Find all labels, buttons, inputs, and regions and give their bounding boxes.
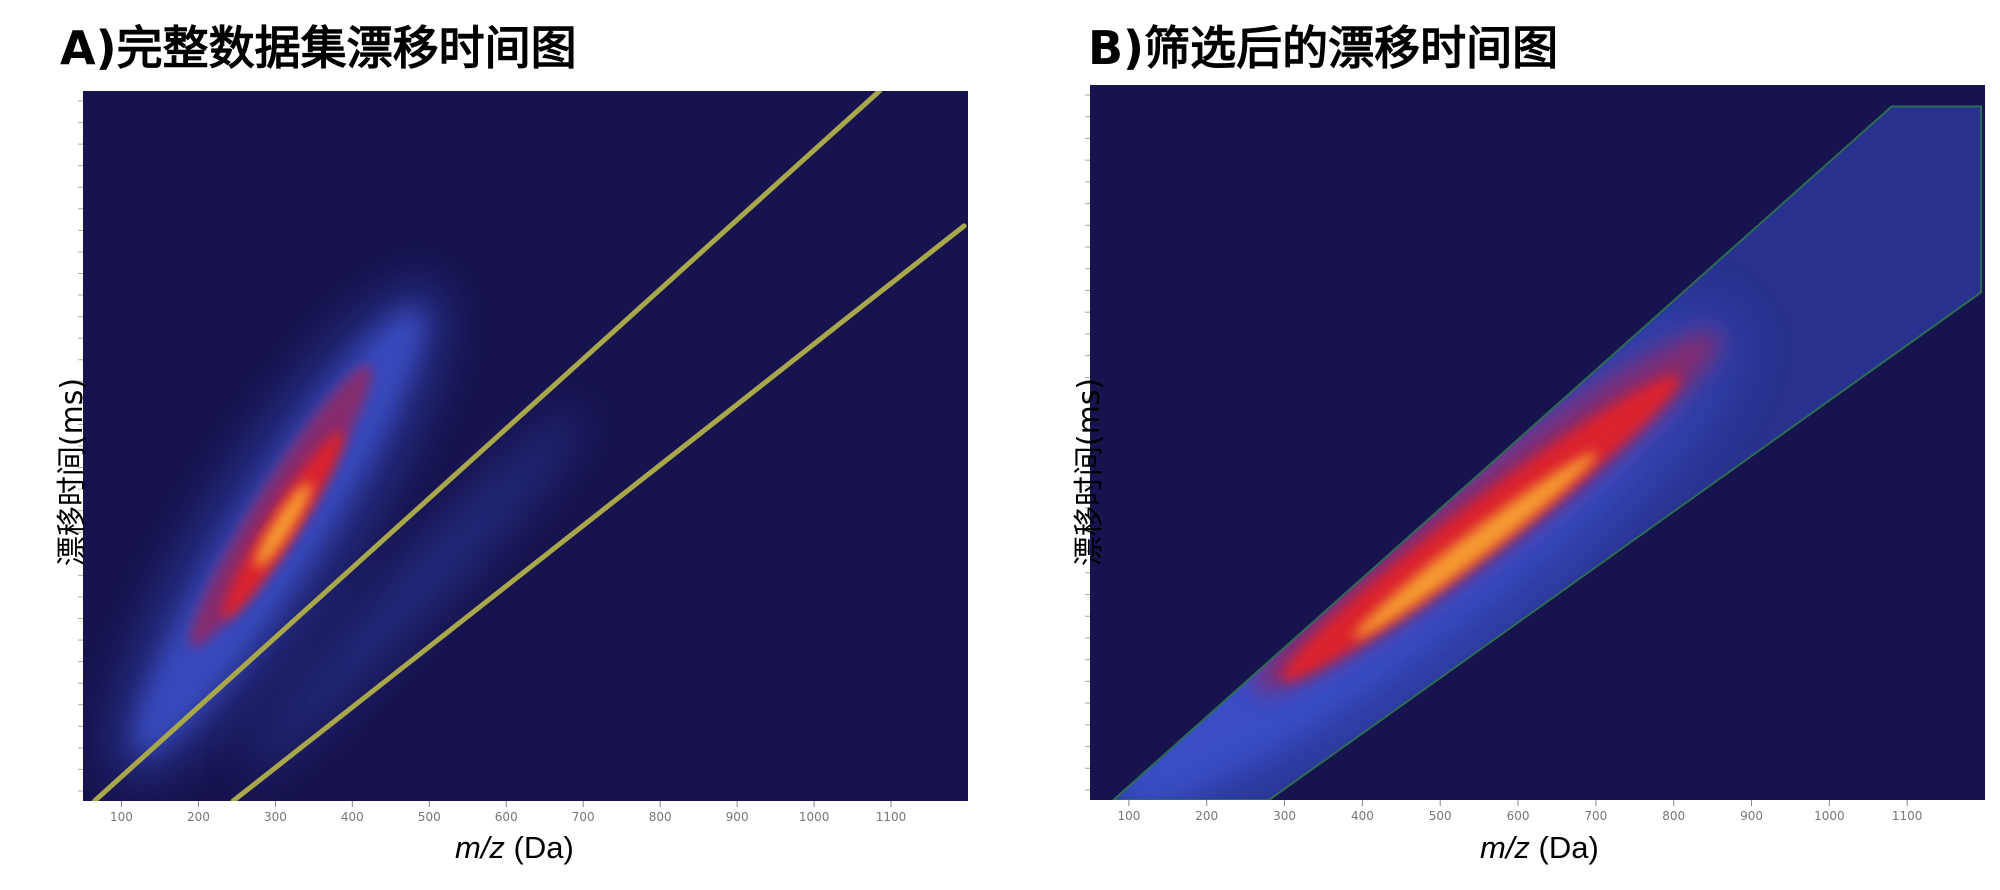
panel-a-x-tick-label: 100 <box>110 810 133 824</box>
panel-b: 100 200 300 400 500 600 700 800 900 1000 1100 <box>1085 85 1985 823</box>
panel-a-x-tick-label: 1000 <box>799 810 830 824</box>
panel-b-x-tick-label: 900 <box>1740 809 1763 823</box>
panel-b-density <box>1113 305 1744 800</box>
panel-b-y-axis-label: 漂移时间(ms) <box>1072 377 1108 567</box>
panel-b-x-tick-label: 200 <box>1195 809 1218 823</box>
panel-a-x-ticks: 100 200 300 400 500 600 700 800 900 1000 1100 <box>110 801 906 824</box>
panel-a-x-tick-label: 200 <box>187 810 210 824</box>
panel-b-x-tick-label: 700 <box>1584 809 1607 823</box>
density-peak <box>1353 451 1598 639</box>
panel-a-x-tick-label: 1100 <box>876 810 907 824</box>
panel-b-selection-outline <box>1111 105 1983 800</box>
panel-a-x-axis-label-mz: m/z <box>455 830 505 865</box>
panel-b-x-tick-label: 500 <box>1429 809 1452 823</box>
panel-b-x-tick-label: 400 <box>1351 809 1374 823</box>
panel-a-heatmap <box>92 91 967 801</box>
panel-b-x-tick-label: 1000 <box>1814 809 1845 823</box>
panel-b-x-tick-label: 1100 <box>1892 809 1923 823</box>
panel-a-x-axis-label: m/z (Da) <box>455 830 574 866</box>
panel-a-x-tick-label: 400 <box>341 810 364 824</box>
panel-b-x-tick-label: 100 <box>1117 809 1140 823</box>
panel-a-x-tick-label: 800 <box>649 810 672 824</box>
panel-b-x-axis-label-mz: m/z <box>1480 830 1530 865</box>
panel-a-x-tick-label: 500 <box>418 810 441 824</box>
boundary-line-lower-selection-line <box>230 223 967 801</box>
panel-a-x-tick-label: 600 <box>495 810 518 824</box>
panel-a-x-tick-label: 900 <box>726 810 749 824</box>
boundary-line-upper-selection-line <box>92 91 882 801</box>
panel-b-x-axis-label-unit: (Da) <box>1529 830 1599 865</box>
panel-b-x-tick-label: 300 <box>1273 809 1296 823</box>
panel-a-density <box>110 281 585 782</box>
panel-a-x-axis-label-unit: (Da) <box>504 830 574 865</box>
panel-a-title: A)完整数据集漂移时间图 <box>60 21 577 75</box>
panel-a-x-tick-label: 300 <box>264 810 287 824</box>
panel-b-x-tick-label: 600 <box>1507 809 1530 823</box>
panel-a-x-tick-label: 700 <box>572 810 595 824</box>
panel-a-y-axis-label: 漂移时间(ms) <box>55 377 91 567</box>
panel-b-heatmap <box>1111 105 1983 800</box>
panel-b-title: B)筛选后的漂移时间图 <box>1088 21 1559 75</box>
panel-b-x-tick-label: 800 <box>1662 809 1685 823</box>
panel-a-y-ticks <box>78 100 83 792</box>
density-faint-secondary-band <box>243 409 585 774</box>
panel-b-x-ticks: 100 200 300 400 500 600 700 800 900 1000 1100 <box>1117 800 1922 823</box>
panel-b-y-ticks <box>1085 94 1090 791</box>
panel-b-x-axis-label: m/z (Da) <box>1480 830 1599 866</box>
panel-a: 100 200 300 400 500 600 700 800 900 1000 1100 <box>78 91 968 824</box>
panel-a-boundary-lines <box>92 91 967 801</box>
